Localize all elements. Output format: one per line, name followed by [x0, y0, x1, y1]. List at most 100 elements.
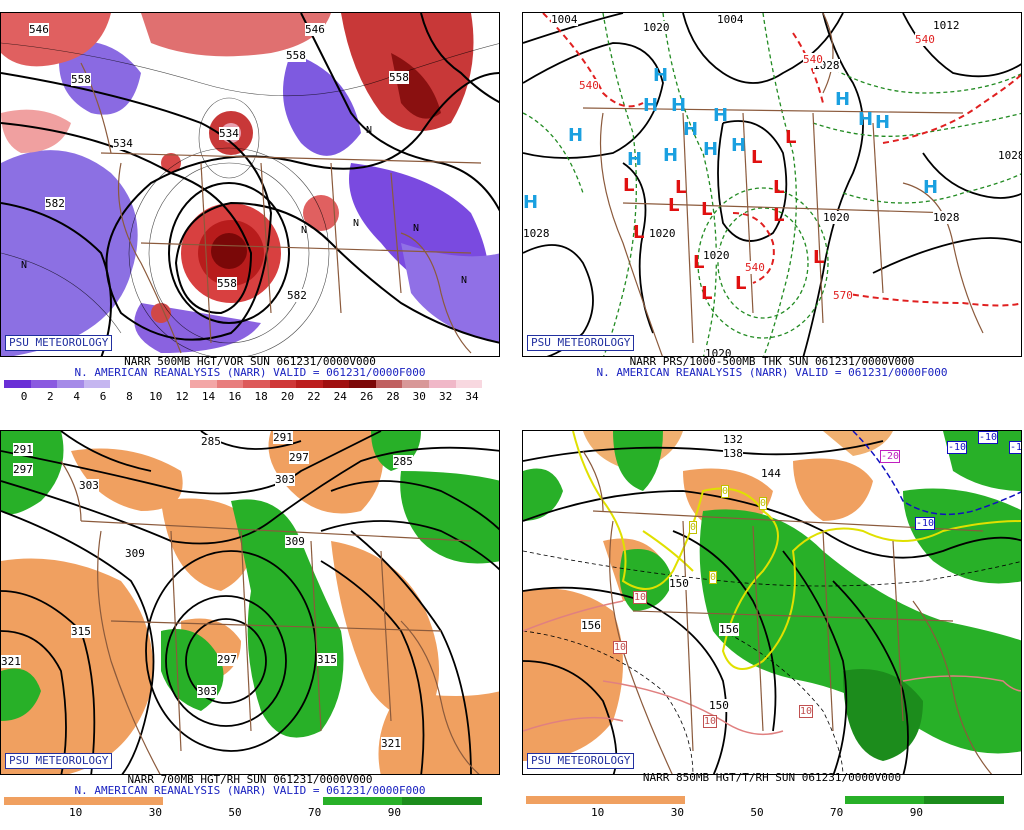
- contour-label: 297: [13, 463, 33, 476]
- thickness-label: 540: [745, 261, 765, 274]
- psu-meteorology-badge: PSU METEOROLOGY: [5, 335, 113, 351]
- colorbar-tick-label: 26: [359, 390, 374, 403]
- rh850-map-graphic: [523, 431, 1021, 774]
- temp-label: 0: [709, 571, 718, 584]
- svg-text:L: L: [675, 177, 686, 198]
- svg-text:L: L: [773, 205, 784, 226]
- colorbar-tick-label: 10: [591, 806, 605, 819]
- colorbar-tick-label: 2: [47, 390, 54, 403]
- colorbar-tick-label: 16: [228, 390, 242, 403]
- temp-label: -10: [978, 431, 999, 444]
- svg-text:N: N: [461, 275, 467, 286]
- svg-text:L: L: [751, 147, 762, 168]
- colorbar-swatch: [296, 380, 323, 388]
- colorbar-tick-label: 50: [750, 806, 764, 819]
- pressure-label: 1028: [933, 211, 960, 224]
- pressure-label: 1004: [551, 13, 578, 26]
- panel-pressure-thickness: H H H H H H H H H H H H H H H L L L L L: [522, 12, 1022, 412]
- panel-subtitle: N. AMERICAN REANALYSIS (NARR) VALID = 06…: [596, 366, 948, 379]
- contour-label: 558: [217, 277, 237, 290]
- panel-title: NARR 700MB HGT/RH SUN 061231/0000V000: [127, 773, 373, 786]
- height-label: 144: [761, 467, 781, 480]
- colorbar-tick-label: 6: [99, 390, 107, 403]
- svg-text:H: H: [875, 112, 890, 133]
- colorbar-tick-label: 30: [670, 806, 684, 819]
- colorbar-swatch: [402, 380, 429, 388]
- colorbar-tick-label: 14: [201, 390, 216, 403]
- temp-label: 0: [759, 497, 768, 510]
- colorbar-tick-label: 70: [308, 806, 322, 819]
- svg-text:L: L: [701, 199, 712, 220]
- svg-text:H: H: [627, 149, 642, 170]
- colorbar-swatch: [455, 380, 483, 388]
- vorticity-colorbar-ticks: 0 2 4 6 8 10 12 14 16 18 20 22 24 26 28 30 32 34: [4, 390, 482, 403]
- colorbar-tick-label: 90: [909, 806, 923, 819]
- colorbar-swatch: [216, 380, 244, 388]
- colorbar-swatch: [349, 380, 376, 388]
- contour-label: 309: [125, 547, 145, 560]
- svg-text:L: L: [773, 177, 784, 198]
- svg-text:H: H: [835, 89, 850, 110]
- contour-label: 582: [45, 197, 65, 210]
- svg-text:L: L: [785, 127, 796, 148]
- colorbar-tick-label: 34: [465, 390, 479, 403]
- colorbar-tick-label: 30: [148, 806, 162, 819]
- colorbar-swatch: [83, 380, 111, 388]
- contour-label: 582: [287, 289, 307, 302]
- svg-text:H: H: [923, 177, 938, 198]
- temp-label: -1: [1009, 441, 1022, 454]
- svg-text:N: N: [353, 218, 359, 229]
- colorbar-tick-label: 22: [307, 390, 321, 403]
- temp-label: -20: [880, 450, 901, 463]
- colorbar-tick-label: 30: [412, 390, 426, 403]
- temp-label: 10: [633, 591, 648, 604]
- contour-label: 546: [29, 23, 49, 36]
- contour-label: 303: [79, 479, 99, 492]
- thickness-label: 540: [915, 33, 935, 46]
- pressure-map-graphic: H H H H H H H H H H H H H H H L L L L L: [523, 13, 1021, 356]
- pressure-label: 1020: [823, 211, 850, 224]
- contour-label: 285: [201, 435, 221, 448]
- contour-label: 297: [217, 653, 237, 666]
- height-label: 150: [709, 699, 729, 712]
- colorbar-tick-label: 20: [280, 390, 295, 403]
- rh850-colorbar: [526, 796, 1005, 804]
- pressure-label: 1028: [523, 227, 550, 240]
- colorbar-tick-label: 18: [254, 390, 268, 403]
- colorbar-tick-label: 24: [333, 390, 347, 403]
- map-850mb-rh: 132 138 144 150 156 150 156 -20 -10 -10 …: [522, 430, 1022, 775]
- colorbar-tick-label: 50: [228, 806, 242, 819]
- temp-label: 0: [721, 485, 730, 498]
- rh700-colorbar-ticks: 10 30 50 70 90: [4, 806, 482, 819]
- svg-text:N: N: [413, 223, 419, 234]
- contour-label: 291: [13, 443, 33, 456]
- svg-text:H: H: [713, 105, 728, 126]
- colorbar-tick-label: 12: [175, 390, 189, 403]
- temp-label: 10: [799, 705, 814, 718]
- contour-label: 297: [289, 451, 309, 464]
- panel-subtitle: N. AMERICAN REANALYSIS (NARR) VALID = 06…: [74, 784, 426, 797]
- temp-label: 10: [703, 715, 718, 728]
- colorbar-swatch: [189, 380, 217, 388]
- colorbar-swatch: [429, 380, 456, 388]
- colorbar-swatch: [269, 380, 297, 388]
- rh850-colorbar-ticks: 10 30 50 70 90: [526, 806, 1004, 819]
- height-label: 132: [723, 433, 743, 446]
- contour-label: 546: [305, 23, 325, 36]
- contour-label: 303: [197, 685, 217, 698]
- height-label: 156: [719, 623, 739, 636]
- pressure-label: 1004: [717, 13, 744, 26]
- contour-label: 285: [393, 455, 413, 468]
- svg-text:H: H: [523, 192, 538, 213]
- svg-text:L: L: [668, 195, 679, 216]
- colorbar-tick-label: 4: [73, 390, 81, 403]
- svg-text:L: L: [813, 247, 824, 268]
- colorbar-swatch: [110, 380, 137, 388]
- svg-text:H: H: [683, 119, 698, 140]
- contour-label: 534: [113, 137, 133, 150]
- panel-title: NARR PRS/1000-500MB THK SUN 061231/0000V…: [629, 355, 915, 368]
- contour-label: 558: [389, 71, 409, 84]
- colorbar-swatch: [322, 380, 350, 388]
- psu-meteorology-badge: PSU METEOROLOGY: [527, 335, 635, 351]
- colorbar-tick-label: 10: [149, 390, 163, 403]
